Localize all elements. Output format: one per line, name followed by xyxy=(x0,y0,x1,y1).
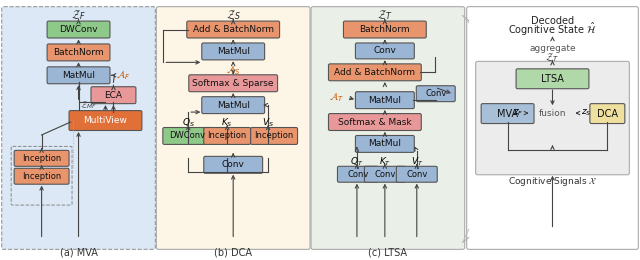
FancyBboxPatch shape xyxy=(476,61,629,175)
FancyBboxPatch shape xyxy=(163,127,212,144)
FancyBboxPatch shape xyxy=(337,166,378,182)
FancyBboxPatch shape xyxy=(14,150,69,166)
Text: (a) MVA: (a) MVA xyxy=(60,247,97,257)
FancyBboxPatch shape xyxy=(355,92,414,109)
FancyBboxPatch shape xyxy=(467,7,638,249)
Text: BatchNorm: BatchNorm xyxy=(360,25,410,34)
Text: MatMul: MatMul xyxy=(369,96,401,105)
Text: $K_T$: $K_T$ xyxy=(379,155,391,168)
Text: MatMul: MatMul xyxy=(369,139,401,148)
FancyBboxPatch shape xyxy=(328,64,421,81)
Text: $\mathcal{Z}_{MF}$: $\mathcal{Z}_{MF}$ xyxy=(80,99,97,111)
Text: Conv: Conv xyxy=(373,47,396,55)
FancyBboxPatch shape xyxy=(311,7,465,249)
Text: Inception: Inception xyxy=(207,132,247,140)
FancyBboxPatch shape xyxy=(204,127,251,144)
Text: DWConv: DWConv xyxy=(169,132,205,140)
Text: Conv: Conv xyxy=(348,170,369,179)
Text: LTSA: LTSA xyxy=(541,74,564,84)
FancyBboxPatch shape xyxy=(187,21,280,38)
Text: Cognitive State $\hat{\mathcal{H}}$: Cognitive State $\hat{\mathcal{H}}$ xyxy=(508,21,596,38)
FancyBboxPatch shape xyxy=(47,21,110,38)
FancyBboxPatch shape xyxy=(516,69,589,89)
FancyBboxPatch shape xyxy=(2,7,156,249)
Text: DCA: DCA xyxy=(597,109,618,119)
Text: fusion: fusion xyxy=(539,109,566,118)
Text: Conv: Conv xyxy=(221,160,244,169)
FancyBboxPatch shape xyxy=(364,166,405,182)
FancyBboxPatch shape xyxy=(91,87,136,104)
Text: MultiView: MultiView xyxy=(84,116,127,125)
Text: Cognitive Signals $\mathcal{X}$: Cognitive Signals $\mathcal{X}$ xyxy=(508,175,597,188)
FancyBboxPatch shape xyxy=(202,43,264,60)
FancyBboxPatch shape xyxy=(156,7,310,249)
Text: $\mathcal{A}_F$: $\mathcal{A}_F$ xyxy=(116,68,131,82)
Text: Add & BatchNorm: Add & BatchNorm xyxy=(334,68,415,77)
FancyBboxPatch shape xyxy=(47,67,110,84)
FancyBboxPatch shape xyxy=(416,86,455,102)
Text: (b) DCA: (b) DCA xyxy=(214,247,252,257)
Text: $V_S$: $V_S$ xyxy=(262,117,274,129)
Text: $Q_S$: $Q_S$ xyxy=(182,117,195,129)
FancyBboxPatch shape xyxy=(189,75,278,92)
FancyBboxPatch shape xyxy=(328,114,421,131)
Text: Softmax & Sparse: Softmax & Sparse xyxy=(193,79,274,88)
Text: $\mathcal{A}_S$: $\mathcal{A}_S$ xyxy=(226,63,241,77)
Text: $Q_T$: $Q_T$ xyxy=(350,155,364,168)
Text: DWConv: DWConv xyxy=(60,25,98,34)
Text: Decoded: Decoded xyxy=(531,16,574,25)
FancyBboxPatch shape xyxy=(396,166,437,182)
Text: $z_F$: $z_F$ xyxy=(513,108,524,118)
Text: Add & BatchNorm: Add & BatchNorm xyxy=(193,25,274,34)
Text: Conv: Conv xyxy=(425,89,447,98)
Text: $V_T$: $V_T$ xyxy=(410,155,423,168)
FancyBboxPatch shape xyxy=(355,43,414,59)
Text: Conv: Conv xyxy=(406,170,428,179)
Text: Inception: Inception xyxy=(255,132,294,140)
Text: aggregate: aggregate xyxy=(529,44,576,53)
Text: $z_S$: $z_S$ xyxy=(581,108,592,118)
Text: $\mathcal{Z}_T$: $\mathcal{Z}_T$ xyxy=(377,8,393,22)
FancyBboxPatch shape xyxy=(251,127,298,144)
Text: ECA: ECA xyxy=(104,91,122,100)
Text: Softmax & Mask: Softmax & Mask xyxy=(338,118,412,127)
Text: $\mathcal{Z}_F$: $\mathcal{Z}_F$ xyxy=(71,8,86,22)
Text: BatchNorm: BatchNorm xyxy=(53,48,104,57)
Text: Inception: Inception xyxy=(22,172,61,181)
Text: MatMul: MatMul xyxy=(62,71,95,80)
FancyBboxPatch shape xyxy=(202,97,264,114)
Text: $\mathcal{A}_T$: $\mathcal{A}_T$ xyxy=(330,90,344,104)
FancyBboxPatch shape xyxy=(14,168,69,184)
FancyBboxPatch shape xyxy=(590,104,625,124)
Text: MatMul: MatMul xyxy=(217,47,250,56)
FancyBboxPatch shape xyxy=(355,135,414,152)
Text: $K_S$: $K_S$ xyxy=(221,117,233,129)
Text: Inception: Inception xyxy=(22,154,61,163)
FancyBboxPatch shape xyxy=(47,44,110,61)
Text: Conv: Conv xyxy=(374,170,396,179)
FancyBboxPatch shape xyxy=(481,104,534,124)
FancyBboxPatch shape xyxy=(344,21,426,38)
FancyBboxPatch shape xyxy=(69,110,142,131)
Text: $\mathcal{Z}_S$: $\mathcal{Z}_S$ xyxy=(226,8,241,22)
Text: $\mathcal{Z}_T$: $\mathcal{Z}_T$ xyxy=(545,51,559,64)
FancyBboxPatch shape xyxy=(204,156,262,173)
Text: (c) LTSA: (c) LTSA xyxy=(369,247,407,257)
Text: MatMul: MatMul xyxy=(217,101,250,110)
Text: MVA: MVA xyxy=(497,109,518,119)
